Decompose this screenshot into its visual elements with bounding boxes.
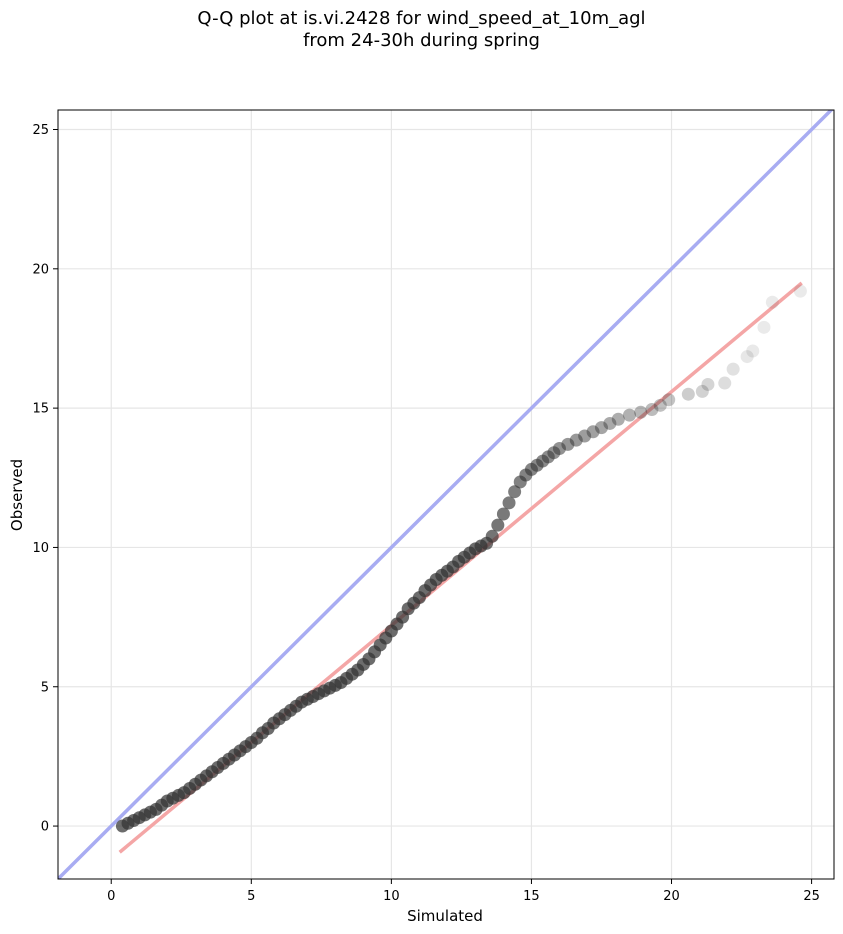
y-tick-label: 15	[32, 402, 49, 417]
x-tick-label: 0	[107, 889, 115, 904]
qq-point	[746, 344, 760, 358]
x-tick-label: 5	[247, 889, 255, 904]
qq-point	[695, 384, 709, 398]
qq-point	[634, 405, 648, 419]
qq-point	[622, 408, 636, 422]
plot-area	[58, 110, 834, 879]
y-tick-label: 5	[41, 680, 49, 695]
qq-point	[611, 412, 625, 426]
qq-point	[502, 496, 516, 510]
qq-point	[645, 403, 659, 417]
qq-point	[681, 387, 695, 401]
axis-ticks: 0 5 10 15 20 25 0 5 10 15 20 25	[32, 123, 819, 904]
qq-point	[561, 437, 575, 451]
chart-title: Q-Q plot at is.vi.2428 for wind_speed_at…	[0, 8, 843, 52]
qq-point	[594, 421, 608, 435]
y-axis-label: Observed	[8, 459, 26, 531]
identity-line	[58, 110, 834, 879]
chart-subtitle-line: from 24-30h during spring	[303, 30, 540, 51]
grid	[58, 110, 834, 879]
qq-point	[586, 425, 600, 439]
y-tick-label: 25	[32, 123, 49, 138]
qq-point	[765, 295, 779, 309]
x-tick-label: 20	[663, 889, 680, 904]
x-axis-label: Simulated	[407, 907, 483, 925]
qq-point	[740, 350, 754, 364]
qq-point	[485, 529, 499, 543]
y-tick-label: 20	[32, 262, 49, 277]
plot-frame	[57, 109, 835, 880]
qq-point	[662, 393, 676, 407]
y-tick-label: 0	[41, 820, 49, 835]
x-tick-label: 10	[383, 889, 400, 904]
y-tick-label: 10	[32, 541, 49, 556]
qq-point	[603, 416, 617, 430]
qq-point	[569, 433, 583, 447]
x-tick-label: 25	[803, 889, 820, 904]
qq-point	[726, 362, 740, 376]
qq-point	[508, 485, 522, 499]
chart-title-line: Q-Q plot at is.vi.2428 for wind_speed_at…	[197, 8, 646, 29]
qq-point	[653, 398, 667, 412]
qq-point	[578, 429, 592, 443]
qq-point	[718, 376, 732, 390]
x-tick-label: 15	[523, 889, 540, 904]
qq-point	[496, 507, 510, 521]
qq-point	[793, 284, 807, 298]
qq-point	[757, 320, 771, 334]
qq-point	[701, 377, 715, 391]
qq-point	[491, 518, 505, 532]
